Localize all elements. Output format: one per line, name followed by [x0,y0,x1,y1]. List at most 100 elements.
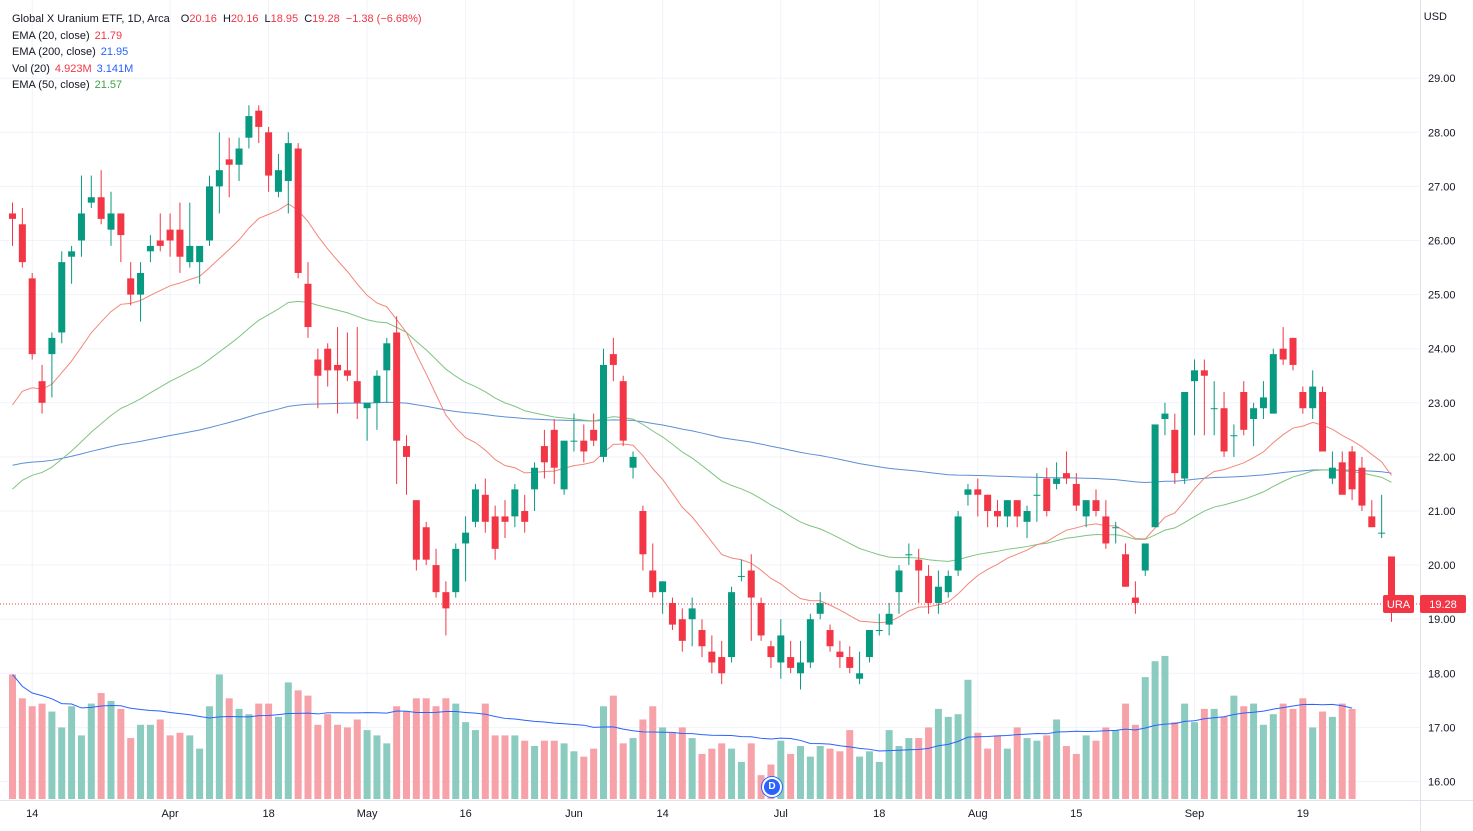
x-tick-label: 16 [459,808,471,820]
candle [1299,386,1307,414]
candle [895,565,903,614]
candle-body [1033,494,1041,496]
candle [885,602,893,636]
candle-body [284,143,292,181]
candle-body [176,229,184,257]
high-value: 20.16 [230,13,259,25]
time-axis[interactable]: 14 Apr 18 May 16 Jun 14 Jul 18 Aug 15 Sep 19 [26,808,1309,820]
candle [1171,413,1179,484]
x-tick-label: 14 [26,808,38,820]
low-label: L [264,13,271,25]
volume-bar [806,756,814,799]
candle [1003,500,1011,528]
dividend-marker[interactable]: D [762,777,782,797]
y-tick-label: 27.00 [1428,181,1456,193]
candle-body [146,245,154,252]
volume-bar [974,732,982,799]
indicator-ema200[interactable]: EMA (200, close) 21.95 [12,44,422,61]
currency-label[interactable]: USD [1423,11,1447,23]
candle-body [600,364,607,457]
candle [1053,462,1061,490]
symbol-title[interactable]: Global X Uranium ETF, 1D, Arca [12,13,170,25]
volume-bar [826,748,834,799]
volume-bar [1328,716,1336,799]
candle-body [531,467,539,490]
x-tick-label: Aug [968,808,988,820]
candle [28,272,36,360]
candle-body [737,575,745,577]
candle [393,316,401,484]
candle [590,413,598,447]
volume-bar [1289,708,1297,799]
candle [284,132,292,214]
candle-body [659,581,667,593]
change-value: −1.38 (−6.68%) [345,13,422,25]
indicator-ema20[interactable]: EMA (20, close) 21.79 [12,28,422,45]
candle-body [235,148,243,165]
candle-body [225,159,233,165]
price-tag: 19.28 [1429,599,1457,611]
candle-body [68,251,76,257]
candle [934,570,942,614]
candle-body [491,516,499,549]
volume-bar [343,727,351,799]
volume-bar [688,738,696,799]
candle-body [196,245,204,263]
candle [600,348,607,463]
volume-bar [846,730,854,799]
volume-bar [1013,727,1021,799]
volume-bar [550,740,558,799]
candle [619,375,627,447]
y-tick-label: 24.00 [1428,344,1456,356]
volume-bar [718,743,726,799]
candle [531,462,539,511]
price-axis[interactable]: 16.00 17.00 18.00 19.00 20.00 21.00 22.00 23.00… [1428,73,1456,788]
volume-bar [255,703,263,799]
candle [127,262,135,306]
candle-body [28,278,36,355]
y-tick-label: 22.00 [1428,452,1456,464]
volume-bar [383,743,391,799]
candle-body [826,630,834,647]
volume-bar [452,703,460,799]
candle-body [1210,408,1218,410]
candle [501,500,509,539]
volume-bar [1319,711,1327,799]
candle [708,635,716,674]
candle-body [393,332,401,441]
candle [1191,359,1198,436]
indicator-label: EMA (20, close) [12,29,90,42]
volume-bar [265,703,273,799]
candle [255,105,263,144]
candle [1033,473,1041,522]
indicator-ema50[interactable]: EMA (50, close) 21.57 [12,77,422,94]
candle-body [609,354,617,365]
volume-bar [934,708,942,799]
candle [422,521,430,566]
volume-bar [619,743,627,799]
candle-body [944,575,952,593]
candle [1122,543,1130,587]
candle-body [1388,556,1395,605]
x-tick-label: Sep [1185,808,1205,820]
candle-body [1013,500,1021,517]
volume-bar [1003,748,1011,799]
volume-bar [1122,703,1130,799]
candle-body [58,262,66,333]
y-tick-label: 29.00 [1428,73,1456,85]
indicator-volume[interactable]: Vol (20) 4.923M 3.141M [12,61,422,78]
volume-bar [127,738,135,799]
candle [117,213,125,263]
candle-body [984,494,992,511]
candle-body [77,213,85,241]
volume-bar [481,703,489,799]
candle-body [343,370,351,376]
candle [925,565,933,614]
candle [1023,505,1031,539]
volume-bar [294,690,302,799]
candle [343,332,351,382]
volume-bar [590,748,598,799]
candle [38,364,46,414]
volume-bar [580,756,588,799]
